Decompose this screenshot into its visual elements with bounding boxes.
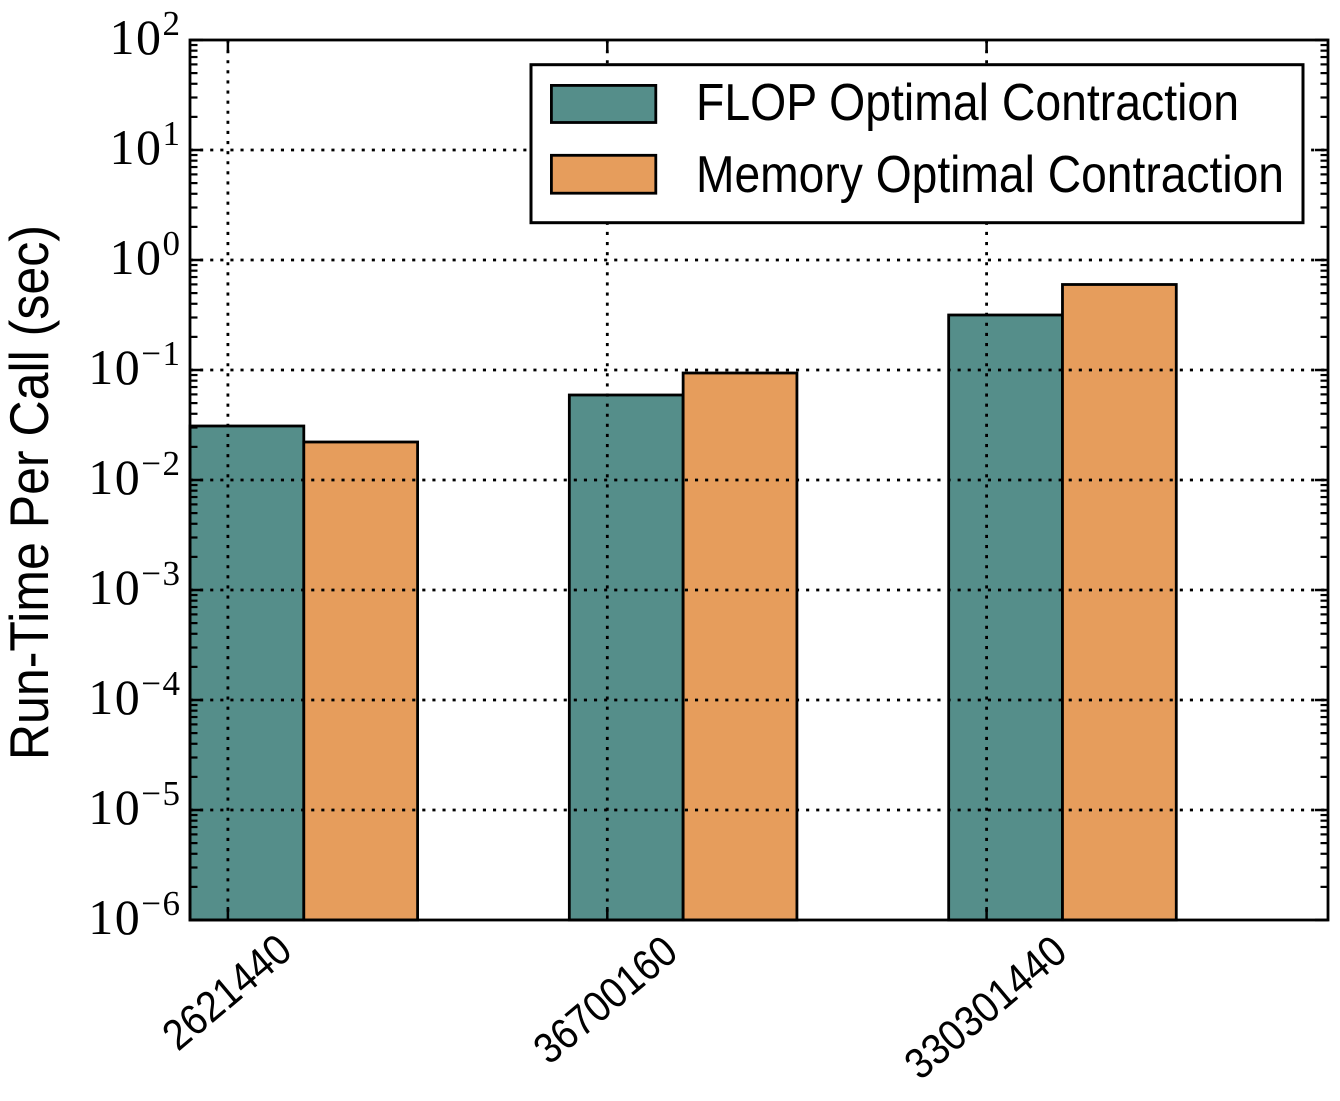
svg-text:10−4: 10−4 [88,664,181,725]
svg-text:FLOP Optimal Contraction: FLOP Optimal Contraction [696,74,1239,132]
svg-text:10−5: 10−5 [88,774,181,835]
svg-text:Memory Optimal Contraction: Memory Optimal Contraction [696,146,1284,204]
svg-text:10−3: 10−3 [88,554,181,615]
svg-text:100: 100 [110,224,182,285]
svg-text:102: 102 [110,4,182,65]
svg-text:10−6: 10−6 [88,884,181,945]
svg-text:101: 101 [110,114,182,175]
svg-text:10−2: 10−2 [88,444,181,505]
svg-text:10−1: 10−1 [88,334,181,395]
svg-text:Run-Time Per Call (sec): Run-Time Per Call (sec) [0,225,60,760]
